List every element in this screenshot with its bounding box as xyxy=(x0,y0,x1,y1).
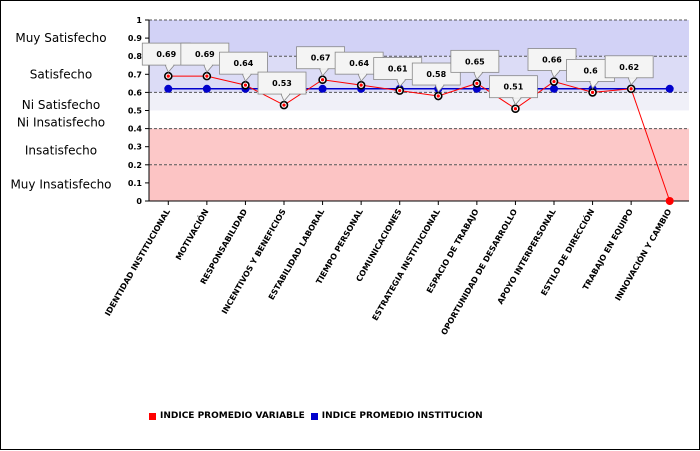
band-label-2: Ni Satisfecho xyxy=(22,98,101,112)
legend-swatch-institucion xyxy=(310,412,318,420)
callout-4: 0.67 xyxy=(296,46,345,77)
band-label-0: Muy Satisfecho xyxy=(15,31,106,45)
data-label-11: 0.6 xyxy=(583,66,598,75)
legend-item-variable: INDICE PROMEDIO VARIABLE xyxy=(149,411,305,421)
data-label-3: 0.53 xyxy=(272,79,292,88)
callout-2: 0.64 xyxy=(219,51,268,82)
data-label-12: 0.62 xyxy=(619,63,639,72)
data-label-1: 0.69 xyxy=(195,50,215,59)
point-institucion-10 xyxy=(550,84,558,93)
data-label-0: 0.69 xyxy=(156,50,176,59)
point-institucion-4 xyxy=(318,84,327,93)
band-4 xyxy=(149,128,689,165)
point-variable-core-12 xyxy=(629,87,633,91)
ytick-label-5: 0.5 xyxy=(128,107,143,116)
point-variable-core-5 xyxy=(359,83,363,87)
callout-10: 0.66 xyxy=(527,48,577,79)
legend-label-variable: INDICE PROMEDIO VARIABLE xyxy=(160,411,305,421)
legend: INDICE PROMEDIO VARIABLE INDICE PROMEDIO… xyxy=(149,410,489,422)
point-variable-core-8 xyxy=(475,81,479,85)
callout-5: 0.64 xyxy=(334,51,384,82)
legend-item-institucion: INDICE PROMEDIO INSTITUCION xyxy=(310,411,483,421)
callout-3: 0.53 xyxy=(257,71,307,102)
point-institucion-0 xyxy=(164,84,173,93)
xtick-label-7: ESTRATEGIA INSTITUCIONAL xyxy=(371,208,442,323)
band-5 xyxy=(149,164,689,201)
callout-12: 0.62 xyxy=(604,55,654,86)
point-variable-core-6 xyxy=(398,88,402,93)
data-label-10: 0.66 xyxy=(542,56,562,65)
legend-swatch-variable xyxy=(149,412,156,420)
point-variable-core-10 xyxy=(552,79,556,84)
point-variable-core-3 xyxy=(282,103,286,107)
ytick-label-2: 0.2 xyxy=(128,161,142,170)
ytick-label-8: 0.8 xyxy=(128,52,143,61)
legend-label-institucion: INDICE PROMEDIO INSTITUCION xyxy=(321,411,483,421)
point-variable-core-1 xyxy=(205,74,209,78)
band-3 xyxy=(149,110,689,129)
xtick-label-9: OPORTUNIDAD DE DESARROLLO xyxy=(439,207,519,336)
point-variable-core-7 xyxy=(436,94,440,98)
point-variable-core-0 xyxy=(166,74,170,78)
ytick-label-6: 0.6 xyxy=(128,88,143,97)
point-institucion-13 xyxy=(665,84,674,93)
point-variable-core-11 xyxy=(590,90,595,94)
band-label-5: Muy Insatisfecho xyxy=(10,178,111,192)
ytick-label-0: 0 xyxy=(136,197,142,206)
ytick-label-4: 0.4 xyxy=(128,125,143,134)
data-label-6: 0.61 xyxy=(388,65,408,74)
data-label-9: 0.51 xyxy=(504,83,524,92)
data-label-4: 0.67 xyxy=(311,54,331,63)
point-variable-core-4 xyxy=(320,78,325,82)
data-label-2: 0.64 xyxy=(234,59,254,68)
ytick-label-10: 1 xyxy=(136,16,142,25)
point-variable-core-9 xyxy=(513,107,518,111)
band-label-4: Insatisfecho xyxy=(25,143,97,157)
ytick-label-3: 0.3 xyxy=(128,143,142,152)
ytick-label-1: 0.1 xyxy=(128,179,143,188)
data-label-7: 0.58 xyxy=(426,70,446,79)
callout-7: 0.58 xyxy=(411,62,461,93)
xtick-label-3: INCENTIVOS Y BENEFICIOS xyxy=(220,207,288,315)
callout-8: 0.65 xyxy=(450,49,500,81)
band-label-1: Satisfecho xyxy=(30,67,92,81)
point-institucion-1 xyxy=(202,84,211,93)
xtick-label-1: MOTIVACIÓN xyxy=(172,207,210,262)
ytick-label-7: 0.7 xyxy=(128,70,142,79)
band-0 xyxy=(149,20,689,57)
callout-9: 0.51 xyxy=(489,75,538,106)
band-label-3: Ni Insatisfecho xyxy=(17,115,105,129)
callout-6: 0.61 xyxy=(373,57,423,88)
data-label-8: 0.65 xyxy=(465,57,485,66)
band-2 xyxy=(149,92,689,111)
point-variable-13 xyxy=(665,197,674,205)
ytick-label-9: 0.9 xyxy=(128,34,143,43)
data-label-5: 0.64 xyxy=(349,59,369,68)
point-variable-core-2 xyxy=(243,83,248,87)
series-line-0 xyxy=(168,75,671,202)
xtick-label-0: IDENTIDAD INSTITUCIONAL xyxy=(103,207,172,317)
